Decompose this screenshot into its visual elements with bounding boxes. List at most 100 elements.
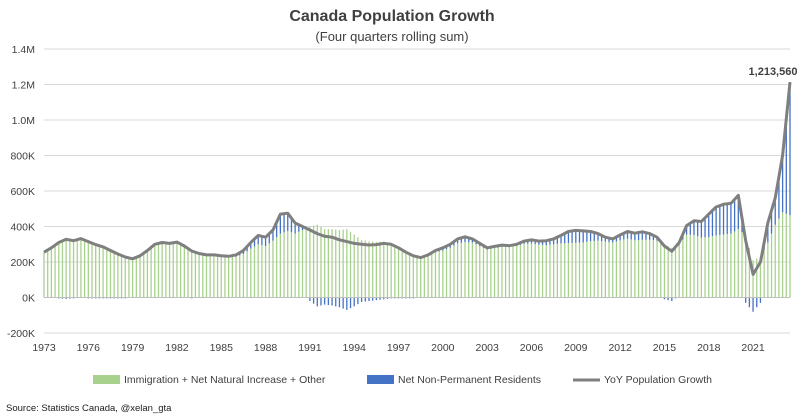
npr-bar [69, 297, 71, 299]
immigration-bar [752, 260, 754, 298]
immigration-bar [645, 239, 647, 298]
immigration-bar [427, 255, 429, 298]
immigration-bar [593, 240, 595, 298]
immigration-bar [239, 255, 241, 298]
npr-bar [298, 224, 300, 232]
immigration-bar [453, 245, 455, 298]
immigration-bar [316, 224, 318, 298]
x-tick-label: 2012 [608, 342, 632, 354]
immigration-bar [128, 257, 130, 298]
npr-bar [597, 233, 599, 241]
immigration-bar [582, 242, 584, 298]
immigration-bar [154, 245, 156, 298]
x-tick-label: 2015 [653, 342, 677, 354]
immigration-bar [231, 256, 233, 298]
immigration-bar [246, 251, 248, 298]
immigration-bar [697, 236, 699, 298]
y-tick-label: 1.0M [12, 115, 35, 127]
immigration-bar [693, 235, 695, 298]
npr-bar [375, 297, 378, 301]
immigration-bar [575, 242, 577, 298]
npr-bars [54, 82, 791, 312]
immigration-bar [287, 230, 289, 298]
immigration-bar [774, 224, 776, 298]
immigration-bar [257, 244, 259, 298]
immigration-bar [95, 243, 97, 298]
npr-bar [464, 236, 466, 243]
immigration-bar [619, 240, 621, 298]
npr-bar [301, 226, 304, 231]
npr-bar [538, 241, 540, 245]
x-tick-label: 1973 [32, 342, 56, 354]
npr-bar [349, 297, 352, 309]
immigration-bar [242, 254, 245, 298]
immigration-bar [338, 230, 341, 298]
x-tick-label: 2006 [520, 342, 544, 354]
x-tick-label: 2009 [564, 342, 588, 354]
immigration-bar [375, 241, 378, 298]
immigration-bar [700, 237, 703, 298]
npr-bar [608, 238, 610, 243]
immigration-bar [589, 241, 592, 298]
npr-bar [312, 297, 315, 304]
immigration-bar [530, 243, 533, 298]
npr-bar [730, 203, 732, 234]
immigration-bar [722, 234, 725, 298]
immigration-bar [139, 255, 141, 298]
immigration-bar [726, 234, 728, 298]
npr-bar [737, 195, 739, 230]
immigration-bar [708, 237, 710, 298]
x-tick-label: 2003 [475, 342, 499, 354]
npr-bar [612, 238, 614, 243]
npr-bar [615, 236, 618, 242]
npr-bar [353, 297, 355, 307]
immigration-bar [301, 230, 304, 298]
immigration-bar [250, 248, 252, 298]
npr-bar [663, 297, 666, 300]
immigration-bar [652, 240, 655, 298]
npr-bar [253, 238, 256, 247]
immigration-bar [471, 242, 474, 298]
immigration-bar [763, 249, 765, 298]
immigration-bar [468, 242, 470, 298]
npr-bar [250, 242, 252, 249]
npr-bar [759, 297, 762, 303]
npr-bar [456, 238, 459, 244]
source-note: Source: Statistics Canada, @xelan_gta [6, 403, 172, 414]
immigration-bar [560, 243, 562, 298]
immigration-bar [394, 245, 396, 298]
immigration-bar [534, 243, 536, 298]
npr-bar [641, 231, 643, 240]
npr-bar [368, 297, 370, 302]
immigration-bar [157, 244, 160, 298]
immigration-bar [556, 243, 558, 298]
npr-bar [283, 213, 285, 233]
immigration-bar [80, 238, 82, 298]
npr-bar [290, 218, 293, 233]
immigration-bar [202, 254, 204, 298]
immigration-bar [65, 237, 67, 298]
npr-bar [619, 235, 621, 241]
npr-bar [331, 297, 333, 306]
immigration-bar [442, 250, 444, 298]
immigration-bar [372, 241, 374, 298]
immigration-bar [47, 250, 49, 298]
npr-bar [626, 231, 629, 239]
npr-bar [545, 240, 547, 246]
x-tick-label: 2000 [431, 342, 455, 354]
npr-bar [770, 210, 773, 234]
immigration-bar [431, 254, 433, 298]
y-tick-label: 0K [22, 293, 35, 305]
npr-bar [578, 230, 581, 243]
x-tick-label: 1994 [343, 342, 367, 354]
immigration-bar [493, 248, 496, 298]
immigration-bar [420, 257, 422, 298]
npr-bar [320, 297, 322, 306]
immigration-bar [519, 244, 522, 298]
npr-bar [276, 222, 278, 238]
immigration-bar [117, 253, 119, 298]
npr-bar [645, 232, 647, 240]
immigration-bar [597, 240, 599, 298]
immigration-bar [416, 256, 418, 298]
